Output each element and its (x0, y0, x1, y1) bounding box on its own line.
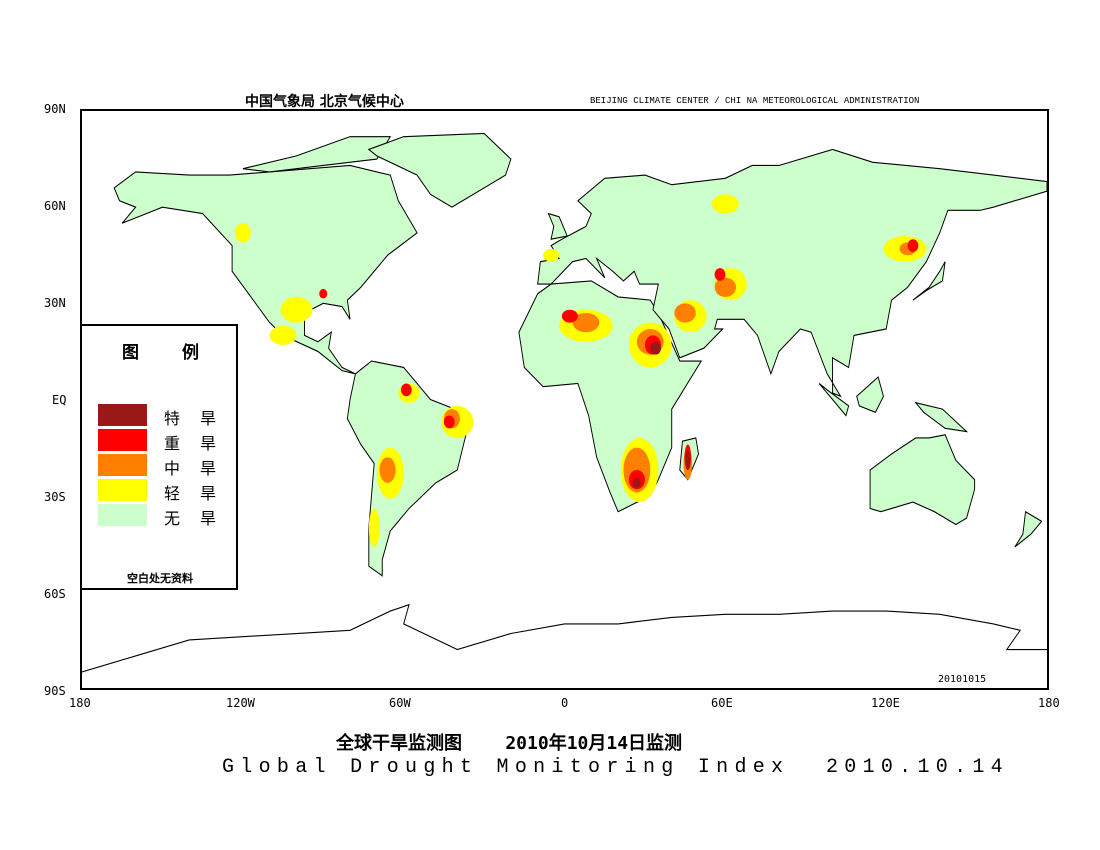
borneo (856, 376, 884, 413)
australia (869, 434, 976, 526)
lon-tick: 0 (561, 696, 569, 710)
swatch (98, 479, 147, 501)
legend-label: 旱 (200, 459, 217, 478)
title-en: Global Drought Monitoring Index 2010.10.… (222, 756, 1009, 779)
lon-tick: 180 (69, 696, 91, 710)
legend-label: 中 (164, 459, 181, 478)
lon-tick: 120W (226, 696, 255, 710)
japan (912, 261, 946, 301)
canadian-arctic (242, 136, 392, 173)
sumatra-borneo (818, 383, 850, 417)
lon-tick: 60W (389, 696, 411, 710)
date-stamp: 20101015 (938, 674, 987, 685)
header-cn: 中国气象局 北京气候中心 (245, 94, 404, 110)
legend-note: 空白处无资料 (127, 572, 193, 585)
lat-tick: 30N (44, 296, 66, 310)
new-guinea (914, 401, 969, 433)
legend-item-moderate: 中旱 (98, 454, 228, 478)
drought-areas (234, 194, 927, 547)
legend-label: 旱 (200, 409, 217, 428)
legend-label: 重 (164, 434, 181, 453)
greenland (367, 132, 512, 208)
map-svg (81, 132, 1048, 673)
legend-label: 旱 (200, 484, 217, 503)
legend-title-a: 图 (122, 343, 139, 363)
legend-item-extreme: 特旱 (98, 404, 228, 428)
title-cn: 全球干旱监测图 2010年10月14日监测 (336, 733, 683, 754)
swatch (98, 429, 147, 451)
land (113, 132, 1048, 577)
legend-label: 旱 (200, 434, 217, 453)
lat-tick: 90N (44, 102, 66, 116)
legend-title-b: 例 (182, 343, 199, 363)
lon-tick: 120E (871, 696, 900, 710)
new-zealand (1014, 510, 1043, 548)
legend-item-mild: 轻旱 (98, 479, 228, 503)
lat-tick: 60S (44, 587, 66, 601)
swatch (98, 404, 147, 426)
lat-tick: 90S (44, 684, 66, 698)
legend-label: 特 (164, 409, 181, 428)
swatch (98, 454, 147, 476)
legend-label: 旱 (200, 509, 217, 528)
lat-tick: 30S (44, 490, 66, 504)
extreme-drought (632, 341, 690, 488)
britain (547, 212, 568, 240)
lat-tick: 60N (44, 199, 66, 213)
header-en: BEIJING CLIMATE CENTER / CHI NA METEOROL… (590, 96, 920, 106)
legend-item-none: 无旱 (98, 504, 228, 528)
north-america (113, 164, 418, 375)
eurasia (537, 148, 1048, 398)
legend-label: 无 (164, 509, 181, 528)
lon-tick: 180 (1038, 696, 1060, 710)
swatch (98, 504, 147, 526)
world-map (80, 109, 1049, 690)
lon-tick: 60E (711, 696, 733, 710)
legend-label: 轻 (164, 484, 181, 503)
lat-tick: EQ (52, 393, 67, 407)
legend-item-severe: 重旱 (98, 429, 228, 453)
antarctica-coast (81, 603, 1047, 673)
legend: 图 例 特旱 重旱 中旱 轻旱 无旱 空白处无资料 (80, 324, 238, 590)
